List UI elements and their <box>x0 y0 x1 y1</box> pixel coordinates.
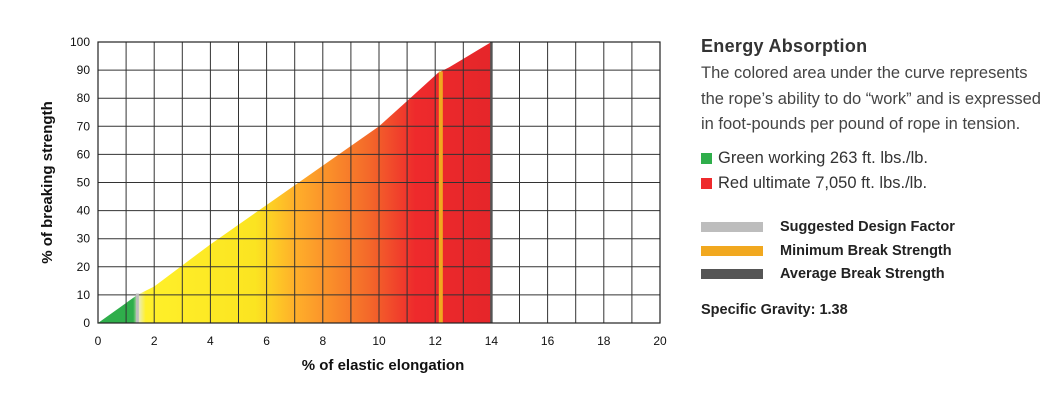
x-tick-label: 14 <box>485 334 499 348</box>
energy-area <box>98 42 492 323</box>
legend-label: Red ultimate 7,050 ft. lbs./lb. <box>718 173 928 192</box>
y-tick-label: 90 <box>77 63 91 77</box>
y-tick-label: 100 <box>70 35 90 49</box>
y-tick-label: 50 <box>77 176 91 190</box>
y-tick-label: 60 <box>77 147 91 161</box>
legend-label: Suggested Design Factor <box>780 219 955 236</box>
gray-bar-swatch <box>701 222 763 233</box>
energy-legend: Green working 263 ft. lbs./lb. Red ultim… <box>701 146 1041 196</box>
red-swatch <box>701 177 712 189</box>
x-tick-label: 18 <box>597 334 611 348</box>
y-tick-label: 10 <box>77 288 91 302</box>
y-axis-title: % of breaking strength <box>39 101 56 264</box>
legend-label: Average Break Strength <box>780 266 945 283</box>
info-panel: Energy Absorption The colored area under… <box>701 36 1041 318</box>
x-axis-title: % of elastic elongation <box>302 357 465 374</box>
panel-title: Energy Absorption <box>701 36 868 56</box>
x-tick-label: 12 <box>429 334 443 348</box>
x-tick-label: 10 <box>372 334 386 348</box>
legend-label: Minimum Break Strength <box>780 242 952 259</box>
panel-description: The colored area under the curve represe… <box>701 64 1041 133</box>
green-swatch <box>701 152 712 164</box>
dark-bar-swatch <box>701 269 763 280</box>
legend-item-minimum-break: Minimum Break Strength <box>701 239 1041 263</box>
plot-frame <box>97 41 661 324</box>
chart: 0 2 4 6 8 10 12 14 16 18 20 0 10 20 30 40 50 60 70 80 90 100%… <box>39 35 667 374</box>
legend-item-red: Red ultimate 7,050 ft. lbs./lb. <box>701 171 1041 196</box>
y-tick-label: 30 <box>77 232 91 246</box>
x-tick-label: 4 <box>207 334 214 348</box>
x-tick-label: 20 <box>653 334 667 348</box>
x-tick-label: 6 <box>263 334 270 348</box>
legend-item-green: Green working 263 ft. lbs./lb. <box>701 146 1041 171</box>
gold-bar-swatch <box>701 245 763 256</box>
y-tick-label: 0 <box>83 316 90 330</box>
specific-gravity: Specific Gravity: 1.38 <box>701 302 848 318</box>
x-tick-label: 16 <box>541 334 555 348</box>
legend-item-average-break: Average Break Strength <box>701 263 1041 287</box>
legend-label: Green working 263 ft. lbs./lb. <box>718 148 929 167</box>
x-tick-label: 8 <box>319 334 326 348</box>
chart-svg: 0 2 4 6 8 10 12 14 16 18 20 0 10 20 30 40 50 60 70 80 90 100%… <box>39 35 667 374</box>
x-tick-label: 0 <box>95 334 102 348</box>
y-tick-label: 20 <box>77 260 91 274</box>
legend-item-design-factor: Suggested Design Factor <box>701 216 1041 240</box>
y-tick-label: 70 <box>77 119 91 133</box>
x-tick-label: 2 <box>151 334 158 348</box>
y-tick-label: 80 <box>77 91 91 105</box>
y-tick-label: 40 <box>77 204 91 218</box>
line-legend: Suggested Design Factor Minimum Break St… <box>701 216 1041 287</box>
